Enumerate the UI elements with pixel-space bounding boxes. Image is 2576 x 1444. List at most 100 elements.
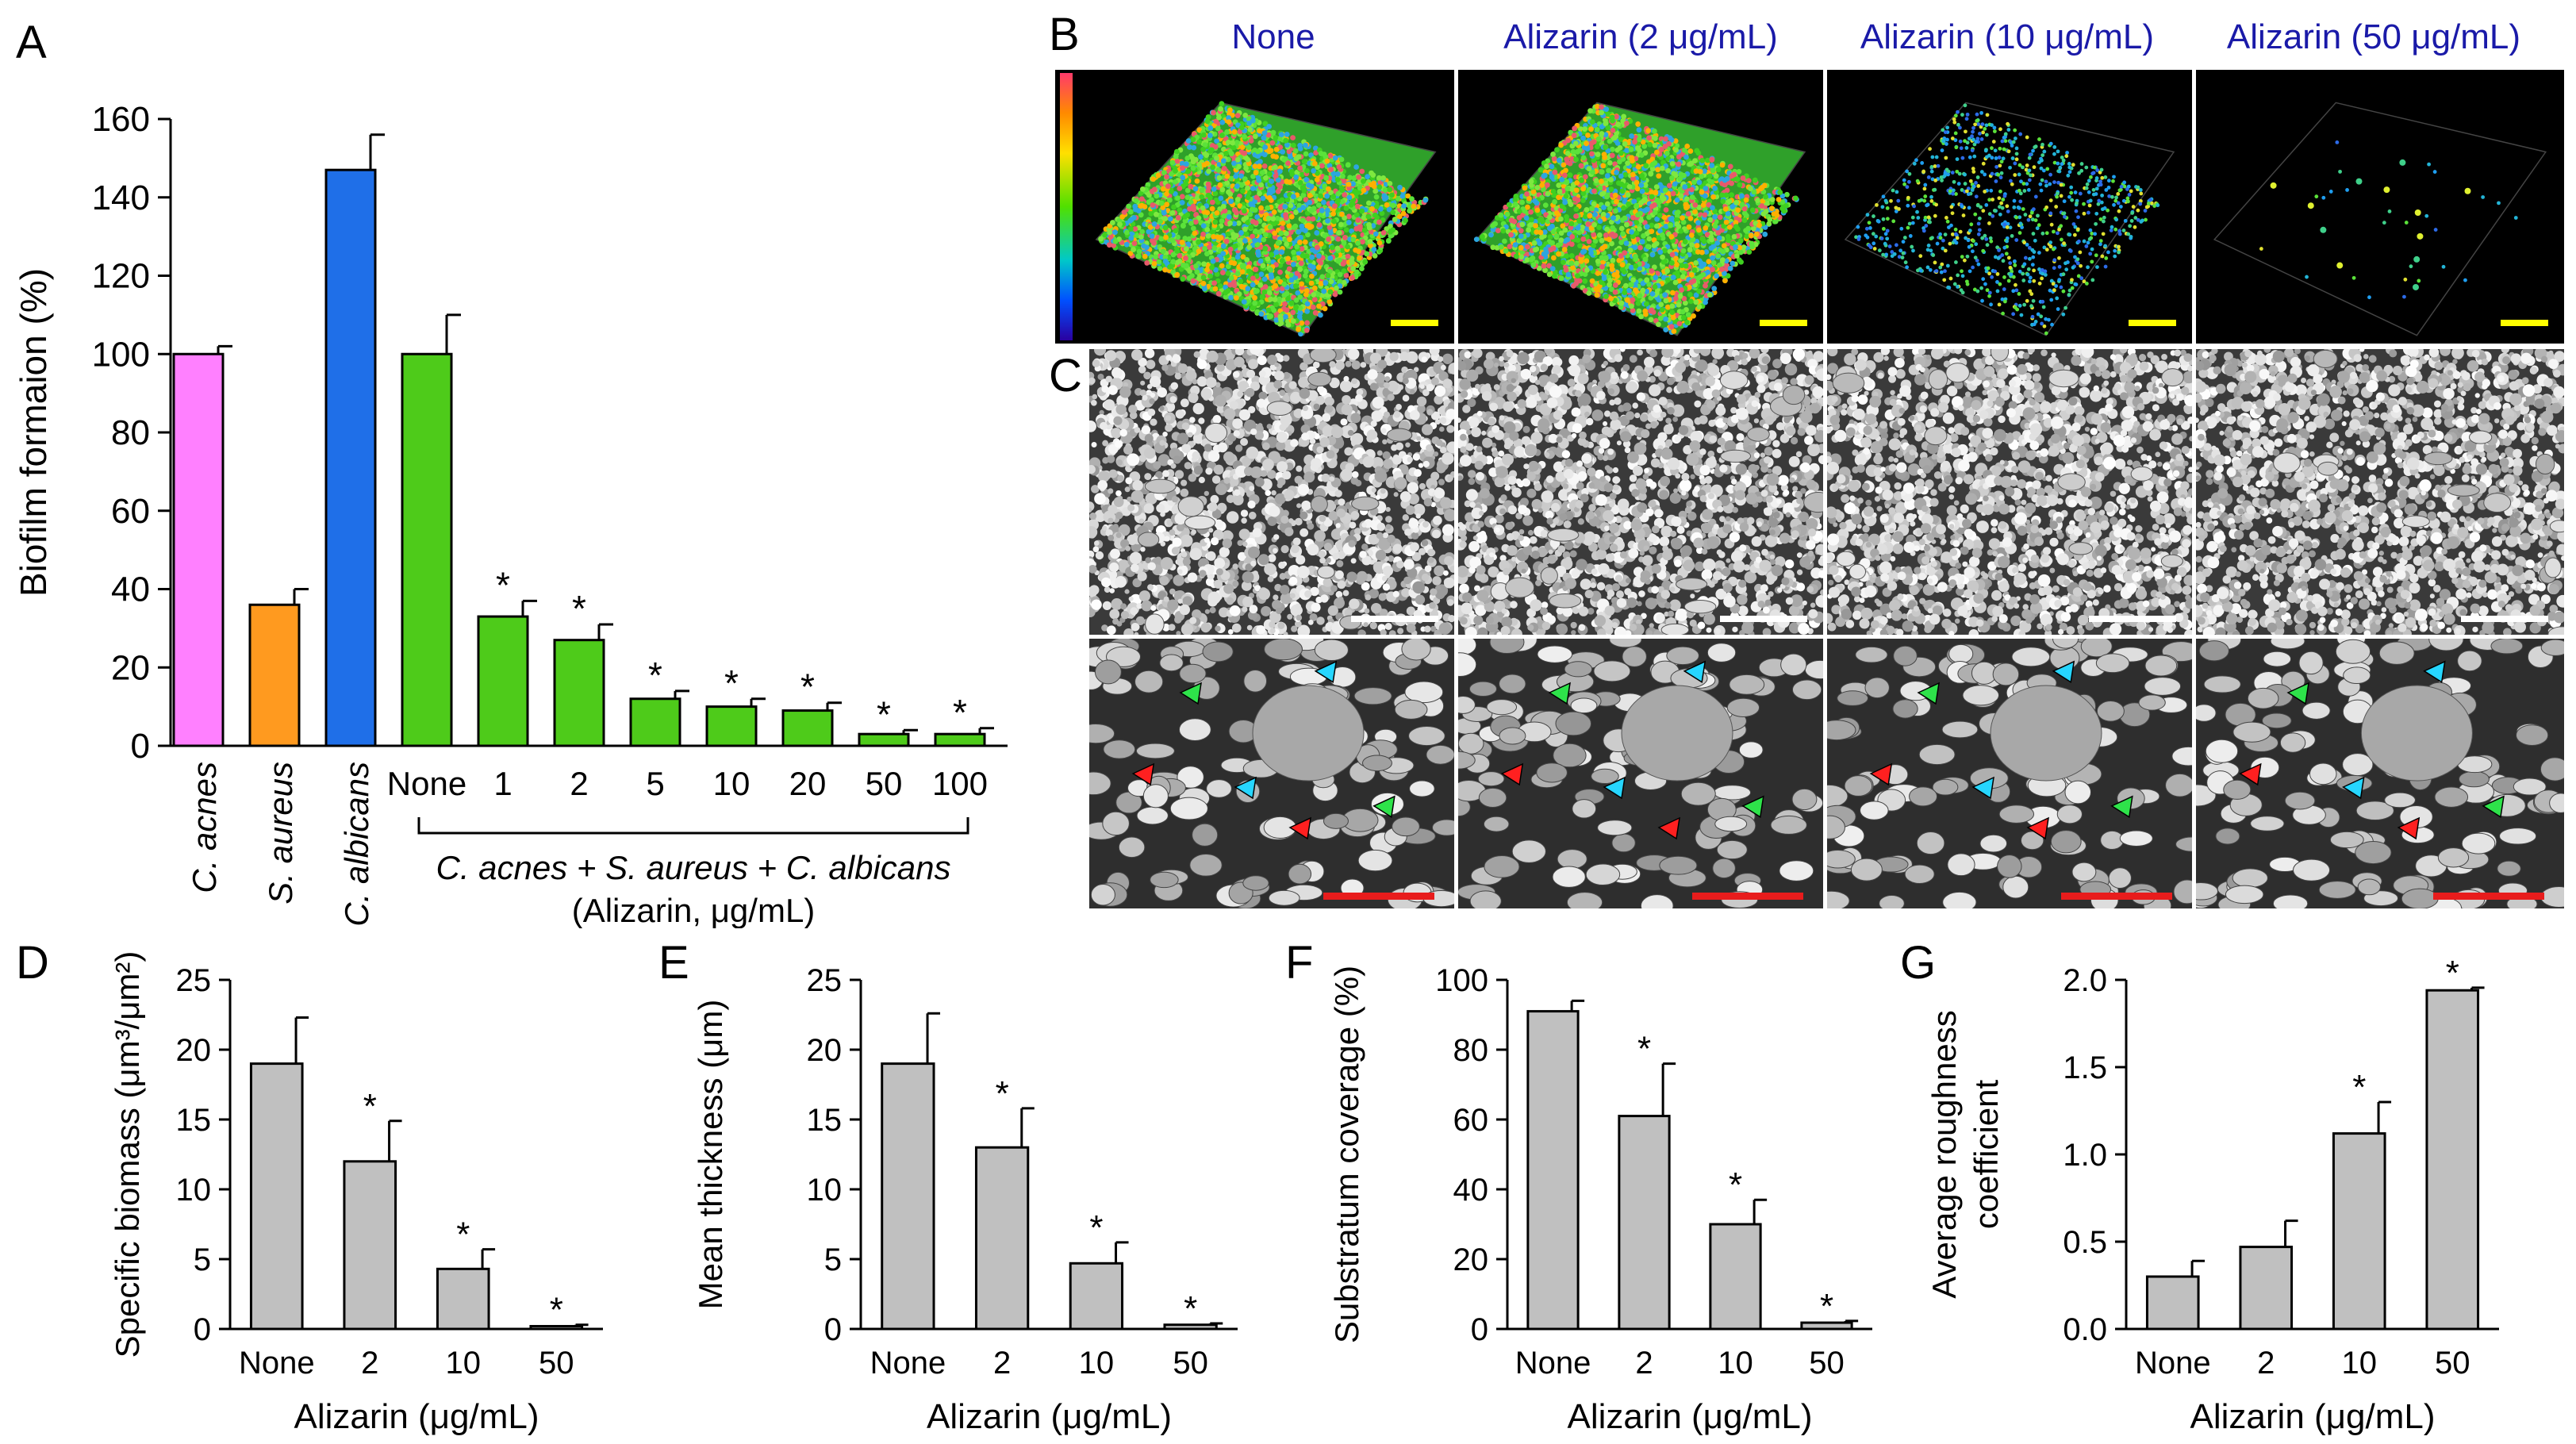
biofilm-cell [1699,173,1705,179]
biofilm-cell [1580,236,1587,242]
biofilm-cell [1519,199,1526,205]
biofilm-cell [1228,275,1234,281]
biofilm-cell [1169,171,1175,177]
biofilm-cell [1618,173,1624,179]
biofilm-cell [1314,244,1320,251]
biofilm-cell [1254,242,1261,248]
biofilm-cell [1206,168,1211,175]
biofilm-cell [1309,254,1315,260]
biofilm-cell [1253,267,1259,272]
biofilm-cell [1553,233,1560,239]
biofilm-cell [1173,179,1178,185]
biofilm-cell [1271,221,1277,227]
biofilm-cell [1204,227,1211,232]
biofilm-cell [1311,160,1318,167]
biofilm-cell [1559,203,1565,209]
biofilm-cell [1622,141,1628,147]
biofilm-cell [1658,147,1664,152]
biofilm-cell [1669,160,1676,167]
biofilm-cell [1296,326,1301,332]
biofilm-cell [1359,208,1365,214]
biofilm-cell [1306,182,1311,188]
biofilm-cell [1173,148,1180,155]
biofilm-cell [1695,275,1702,281]
biofilm-cell [1596,225,1602,231]
biofilm-cell [1735,207,1741,213]
biofilm-cell [1188,183,1194,190]
biofilm-cell [1610,257,1616,263]
biofilm-cell [1630,233,1636,240]
biofilm-cell [1150,202,1156,208]
biofilm-cell [1507,244,1513,250]
biofilm-cell [1150,237,1155,244]
biofilm-cell [1300,217,1306,224]
biofilm-cell [1624,221,1630,228]
biofilm-cell [1240,254,1246,260]
biofilm-cell [1669,303,1676,309]
biofilm-cell [1282,301,1288,307]
biofilm-cell [1546,263,1552,269]
biofilm-cell [1655,167,1661,173]
biofilm-cell [1629,229,1635,235]
biofilm-cell [1171,204,1177,210]
biofilm-cell [1266,195,1273,201]
biofilm-cell [1564,186,1571,191]
biofilm-cell [1162,267,1168,273]
biofilm-cell [1575,273,1580,279]
biofilm-cell [1658,301,1664,308]
a-bar [553,639,605,747]
biofilm-cell [1710,267,1715,273]
biofilm-cell [1326,236,1331,242]
biofilm-cell [1619,267,1626,272]
scale-bar [1391,320,1438,326]
biofilm-cell [1715,229,1722,236]
biofilm-cell [1400,210,1407,217]
biofilm-cell [1617,144,1623,151]
biofilm-cell [1242,176,1248,182]
biofilm-cell [1637,244,1643,251]
biofilm-cell [1198,154,1204,160]
biofilm-cell [1379,210,1385,217]
biofilm-cell [1629,155,1635,161]
biofilm-cell [1204,118,1211,125]
biofilm-cell [1664,277,1671,283]
biofilm-cell [1219,119,1226,125]
biofilm-cell [1246,120,1252,126]
biofilm-cell [1565,137,1571,144]
biofilm-cell [1227,191,1234,197]
biofilm-cell [1252,237,1258,244]
biofilm-cell [1771,211,1777,217]
biofilm-cell [1324,158,1330,164]
biofilm-cell [1131,240,1138,247]
biofilm-cell [1571,132,1577,139]
biofilm-cell [1167,216,1173,222]
biofilm-cell [1238,230,1244,236]
biofilm-cell [1668,234,1675,240]
biofilm-cell [1299,281,1305,287]
biofilm-cell [1226,119,1232,125]
biofilm-cell [1674,221,1680,227]
biofilm-cell [1607,277,1613,283]
biofilm-cell [1273,164,1278,171]
biofilm-cell [1192,219,1199,225]
biofilm-cell [1135,208,1142,214]
biofilm-cell [1190,159,1196,165]
biofilm-cell [1338,221,1344,228]
biofilm-cell [1680,215,1685,221]
biofilm-cell [1261,236,1267,243]
biofilm-cell [1549,163,1555,170]
biofilm-cell [1380,175,1387,181]
biofilm-cell [1604,201,1610,207]
biofilm-cell [1694,243,1700,248]
biofilm-cell [1591,157,1597,163]
biofilm-cell [1638,217,1644,223]
color-scale-bar [1055,70,1077,344]
biofilm-cell [1157,266,1163,271]
biofilm-cell [1234,156,1241,163]
biofilm-cell [1712,223,1718,229]
biofilm-cell [1307,193,1313,198]
biofilm-cell [1269,252,1275,258]
biofilm-cell [1345,244,1350,250]
biofilm-cell [1243,165,1249,171]
biofilm-cell [1196,275,1202,282]
